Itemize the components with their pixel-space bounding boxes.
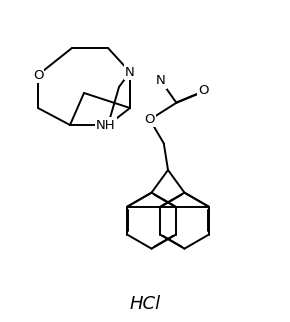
Text: O: O — [144, 113, 155, 126]
Text: HCl: HCl — [129, 295, 161, 313]
Text: NH: NH — [96, 118, 116, 131]
Text: O: O — [33, 69, 43, 81]
Text: N: N — [125, 65, 135, 79]
Text: N: N — [156, 74, 166, 88]
Text: O: O — [198, 84, 209, 98]
